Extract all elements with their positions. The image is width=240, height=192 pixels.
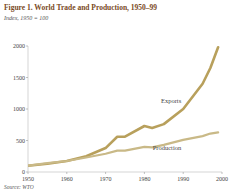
y-tick (26, 46, 28, 47)
x-tick (222, 172, 223, 174)
x-tick (28, 172, 29, 174)
x-tick (183, 172, 184, 174)
x-axis-line (28, 172, 222, 173)
chart: Figure 1. World Trade and Production, 19… (0, 0, 240, 192)
subtitle: Index, 1950 = 100 (3, 15, 48, 21)
x-tick (66, 172, 67, 174)
x-tick (144, 172, 145, 174)
y-tick-label: 2000 (13, 43, 25, 49)
y-tick (26, 140, 28, 141)
x-tick-label: 1990 (177, 176, 189, 182)
series-label: Exports (161, 97, 182, 104)
x-tick-label: 2000 (216, 176, 228, 182)
x-tick-label: 1970 (100, 176, 112, 182)
y-tick-label: 1000 (13, 106, 25, 112)
x-tick (105, 172, 106, 174)
y-tick-label: 500 (16, 138, 25, 144)
y-tick-label: 1500 (13, 75, 25, 81)
plot-area (28, 47, 218, 165)
y-tick (26, 77, 28, 78)
x-tick-label: 1960 (61, 176, 73, 182)
chart-container: Figure 1. World Trade and Production, 19… (0, 0, 240, 192)
x-tick-label: 1980 (138, 176, 150, 182)
series-line (28, 47, 218, 165)
title: Figure 1. World Trade and Production, 19… (4, 3, 157, 12)
source: Source: WTO (4, 184, 34, 190)
x-tick-label: 1950 (22, 176, 34, 182)
y-tick-label: 0 (22, 169, 25, 175)
series-line (28, 132, 218, 165)
y-tick (26, 109, 28, 110)
series-label: Production (153, 144, 182, 151)
